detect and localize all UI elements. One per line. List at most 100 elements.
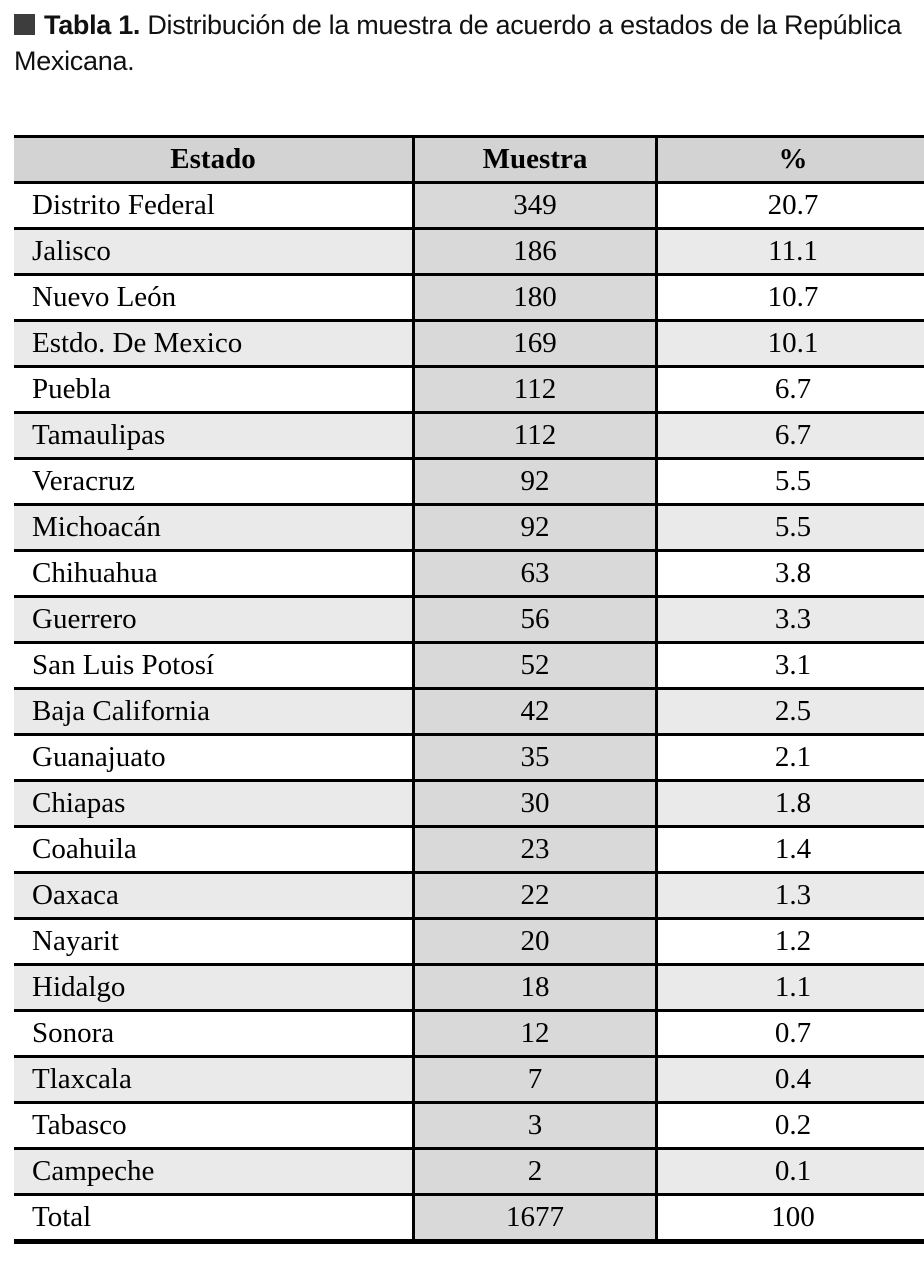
table-body: Distrito Federal 349 20.7 Jalisco 186 11.1 Nue… — [14, 181, 924, 1242]
table-row: Guerrero 56 3.3 — [14, 595, 924, 643]
cell-pct: 6.7 — [656, 411, 924, 459]
cell-estado: Baja California — [14, 687, 414, 735]
caption-label: Tabla 1. — [44, 10, 141, 40]
table-head: Estado Muestra% — [14, 135, 924, 183]
cell-muestra: 186 — [412, 227, 658, 275]
cell-pct: 5.5 — [656, 503, 924, 551]
cell-estado: Chiapas — [14, 779, 414, 827]
cell-muestra: 3 — [412, 1101, 658, 1149]
table-row: Chihuahua 63 3.8 — [14, 549, 924, 597]
cell-pct: 0.4 — [656, 1055, 924, 1103]
cell-estado: Puebla — [14, 365, 414, 413]
header-row: Estado Muestra% — [14, 135, 924, 183]
cell-estado: Guerrero — [14, 595, 414, 643]
cell-pct: 1.1 — [656, 963, 924, 1011]
cell-muestra: 23 — [412, 825, 658, 873]
table-row: Veracruz 92 5.5 — [14, 457, 924, 505]
cell-estado: Nayarit — [14, 917, 414, 965]
cell-estado: Campeche — [14, 1147, 414, 1195]
table-row: Tlaxcala 7 0.4 — [14, 1055, 924, 1103]
cell-pct: 20.7 — [656, 181, 924, 229]
cell-estado: Hidalgo — [14, 963, 414, 1011]
cell-pct: 3.3 — [656, 595, 924, 643]
cell-estado: Nuevo León — [14, 273, 414, 321]
cell-pct: 10.7 — [656, 273, 924, 321]
cell-estado: Coahuila — [14, 825, 414, 873]
cell-estado: Sonora — [14, 1009, 414, 1057]
cell-estado: Tlaxcala — [14, 1055, 414, 1103]
table-row: Tabasco 3 0.2 — [14, 1101, 924, 1149]
cell-muestra: 56 — [412, 595, 658, 643]
cell-estado: San Luis Potosí — [14, 641, 414, 689]
cell-muestra: 63 — [412, 549, 658, 597]
cell-muestra: 2 — [412, 1147, 658, 1195]
caption-square-icon — [14, 14, 35, 35]
cell-pct: 6.7 — [656, 365, 924, 413]
table-row: Sonora 12 0.7 — [14, 1009, 924, 1057]
table-row: Guanajuato 35 2.1 — [14, 733, 924, 781]
table-row: Coahuila 23 1.4 — [14, 825, 924, 873]
table-row: Jalisco 186 11.1 — [14, 227, 924, 275]
table-row: Oaxaca 22 1.3 — [14, 871, 924, 919]
table-caption: Tabla 1. Distribución de la muestra de a… — [14, 8, 910, 79]
cell-muestra: 42 — [412, 687, 658, 735]
cell-muestra: 52 — [412, 641, 658, 689]
table-row: Campeche 2 0.1 — [14, 1147, 924, 1195]
column-header-estado: Estado — [14, 135, 414, 183]
cell-estado: Oaxaca — [14, 871, 414, 919]
cell-muestra: 35 — [412, 733, 658, 781]
cell-muestra: 112 — [412, 411, 658, 459]
cell-pct: 1.8 — [656, 779, 924, 827]
cell-estado: Michoacán — [14, 503, 414, 551]
cell-pct: 3.1 — [656, 641, 924, 689]
cell-muestra: 112 — [412, 365, 658, 413]
cell-muestra: 92 — [412, 503, 658, 551]
cell-pct: 0.2 — [656, 1101, 924, 1149]
table-row: Chiapas 30 1.8 — [14, 779, 924, 827]
sample-distribution-table: Estado Muestra% Distrito Federal 349 20.7 Ja… — [14, 135, 924, 1245]
column-header-muestra: Muestra — [412, 135, 658, 183]
table-row: Distrito Federal 349 20.7 — [14, 181, 924, 229]
caption-text: Distribución de la muestra de acuerdo a … — [14, 10, 902, 76]
cell-pct: 1.3 — [656, 871, 924, 919]
cell-estado: Chihuahua — [14, 549, 414, 597]
cell-pct: 1.2 — [656, 917, 924, 965]
total-row: Total 1677 100 — [14, 1193, 924, 1242]
cell-muestra: 349 — [412, 181, 658, 229]
table-row: Puebla 112 6.7 — [14, 365, 924, 413]
cell-estado: Estdo. De Mexico — [14, 319, 414, 367]
cell-muestra: 18 — [412, 963, 658, 1011]
cell-muestra: 180 — [412, 273, 658, 321]
cell-estado: Jalisco — [14, 227, 414, 275]
table-row: Baja California 42 2.5 — [14, 687, 924, 735]
cell-pct: 100 — [656, 1193, 924, 1242]
cell-muestra: 7 — [412, 1055, 658, 1103]
cell-estado: Tamaulipas — [14, 411, 414, 459]
table-row: Nayarit 20 1.2 — [14, 917, 924, 965]
cell-muestra: 12 — [412, 1009, 658, 1057]
cell-pct: 11.1 — [656, 227, 924, 275]
cell-muestra: 30 — [412, 779, 658, 827]
cell-estado: Tabasco — [14, 1101, 414, 1149]
cell-muestra: 20 — [412, 917, 658, 965]
cell-pct: 2.5 — [656, 687, 924, 735]
cell-muestra: 169 — [412, 319, 658, 367]
cell-muestra: 1677 — [412, 1193, 658, 1242]
cell-pct: 5.5 — [656, 457, 924, 505]
cell-estado: Veracruz — [14, 457, 414, 505]
cell-estado: Distrito Federal — [14, 181, 414, 229]
cell-pct: 3.8 — [656, 549, 924, 597]
cell-estado: Guanajuato — [14, 733, 414, 781]
cell-pct: 2.1 — [656, 733, 924, 781]
column-header-pct: % — [656, 135, 924, 183]
cell-muestra: 22 — [412, 871, 658, 919]
cell-pct: 10.1 — [656, 319, 924, 367]
table-row: San Luis Potosí 52 3.1 — [14, 641, 924, 689]
table-row: Michoacán 92 5.5 — [14, 503, 924, 551]
cell-pct: 1.4 — [656, 825, 924, 873]
table-row: Tamaulipas 112 6.7 — [14, 411, 924, 459]
cell-estado: Total — [14, 1193, 414, 1242]
table-row: Hidalgo 18 1.1 — [14, 963, 924, 1011]
cell-muestra: 92 — [412, 457, 658, 505]
